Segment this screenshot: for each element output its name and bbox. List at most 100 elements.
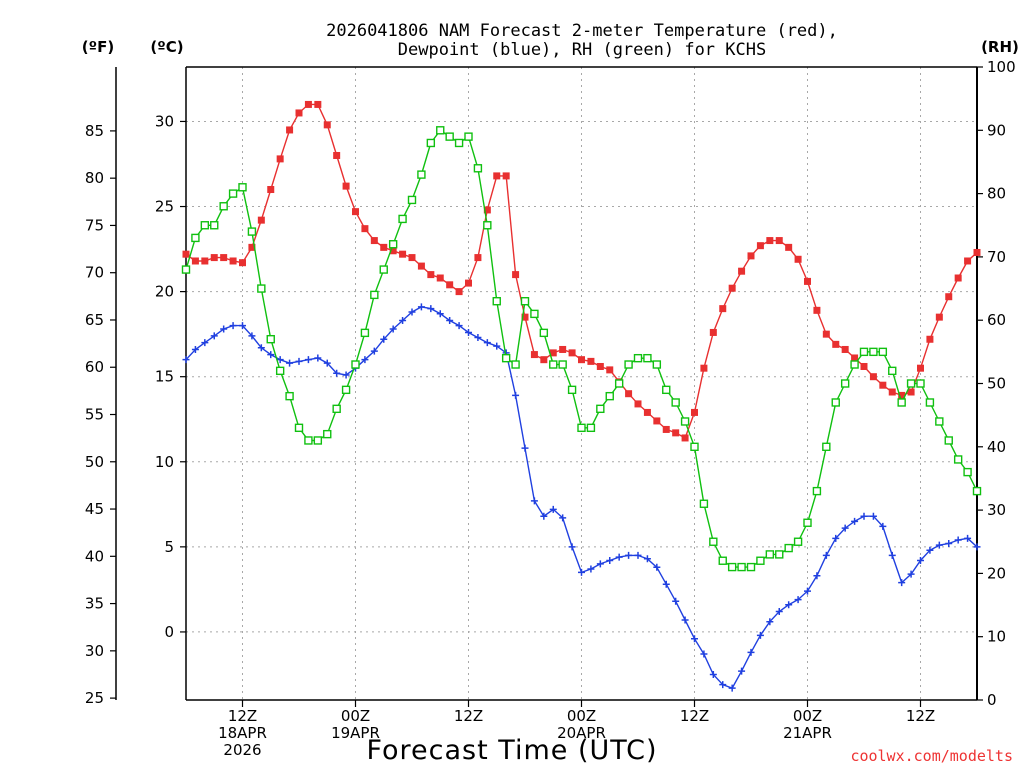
- 2-meter-temperature-point: [756, 242, 764, 250]
- rh-point: [313, 436, 323, 445]
- rh-point: [831, 398, 840, 407]
- celsius-tick-label: 10: [155, 453, 174, 471]
- dewpoint-point: [210, 332, 218, 340]
- dewpoint-point: [465, 328, 472, 336]
- rh-point: [690, 442, 699, 451]
- 2-meter-temperature-point: [860, 362, 868, 370]
- dewpoint-point: [182, 356, 190, 364]
- 2-meter-temperature-point: [964, 257, 972, 265]
- rh-point: [520, 297, 530, 306]
- dewpoint-point: [446, 317, 454, 325]
- 2-meter-temperature-point: [239, 259, 246, 267]
- fahrenheit-tick-label: 45: [85, 500, 104, 518]
- 2-meter-temperature-point: [530, 351, 538, 359]
- rh-point: [360, 328, 370, 338]
- rh-point: [765, 550, 775, 559]
- time-tick-label: 00Z: [793, 707, 822, 725]
- 2-meter-temperature-point: [417, 262, 425, 270]
- rh-point: [586, 423, 596, 433]
- fahrenheit-tick-label: 25: [85, 689, 104, 707]
- rh-point: [925, 398, 935, 407]
- dewpoint-point: [474, 334, 482, 342]
- 2-meter-temperature-point: [625, 390, 633, 398]
- credit-text: coolwx.com/modelts: [850, 747, 1013, 765]
- 2-meter-temperature-point: [681, 434, 689, 442]
- 2-meter-temperature-point: [314, 100, 322, 108]
- rh-point: [238, 183, 247, 192]
- celsius-tick-label: 5: [164, 538, 174, 556]
- rh-point: [445, 132, 454, 141]
- 2-meter-temperature-point: [483, 206, 491, 214]
- dewpoint-point: [436, 310, 444, 318]
- dewpoint-point: [286, 359, 294, 367]
- fahrenheit-tick-label: 85: [85, 122, 104, 140]
- fahrenheit-tick-label: 65: [85, 311, 104, 329]
- 2-meter-temperature-point: [370, 237, 378, 245]
- 2-meter-temperature-point: [323, 121, 331, 129]
- fahrenheit-tick-label: 60: [85, 358, 104, 376]
- dewpoint-point: [220, 325, 228, 333]
- rh-point: [803, 518, 812, 527]
- dewpoint-point: [408, 308, 416, 316]
- dewpoint-point: [691, 635, 698, 643]
- rh-point: [605, 391, 614, 401]
- rh-point: [454, 138, 464, 148]
- rh-point: [812, 486, 822, 496]
- dewpoint-point: [738, 667, 746, 675]
- rh-tick-label: 20: [987, 564, 1006, 582]
- dewpoint-point: [785, 601, 793, 609]
- 2-meter-temperature-point: [220, 254, 228, 262]
- rh-point: [511, 360, 520, 369]
- rh-point: [577, 423, 586, 433]
- rh-point: [916, 379, 925, 388]
- celsius-tick-label: 20: [155, 283, 174, 301]
- dewpoint-point: [643, 555, 651, 563]
- 2-meter-temperature-point: [257, 216, 265, 224]
- rh-point: [191, 233, 200, 243]
- rh-point: [567, 385, 577, 395]
- dewpoint-point: [662, 580, 670, 588]
- rh-tick-label: 0: [987, 691, 997, 709]
- dewpoint-point: [945, 539, 953, 547]
- rh-tick-label: 50: [987, 375, 1006, 393]
- 2-meter-temperature-point: [691, 408, 698, 416]
- rh-point: [351, 360, 360, 369]
- dewpoint-point: [342, 371, 350, 379]
- 2-meter-temperature-point: [606, 366, 614, 374]
- dewpoint-point: [239, 322, 246, 330]
- rh-point: [341, 385, 351, 395]
- dewpoint-point: [248, 332, 256, 340]
- rh-point: [530, 309, 539, 319]
- 2-meter-temperature-point: [804, 277, 811, 285]
- 2-meter-temperature-point: [719, 305, 727, 313]
- dewpoint-point: [229, 322, 237, 330]
- rh-point: [539, 328, 549, 338]
- dewpoint-point: [964, 534, 972, 542]
- 2-meter-temperature-point: [747, 252, 755, 260]
- dewpoint-point: [917, 556, 924, 564]
- fahrenheit-tick-label: 75: [85, 216, 104, 234]
- rh-point: [652, 360, 662, 369]
- rh-point: [671, 398, 680, 407]
- rh-point: [501, 353, 511, 363]
- 2-meter-temperature-point: [380, 243, 388, 251]
- celsius-axis-unit: (ºC): [150, 38, 183, 56]
- dewpoint-point: [898, 579, 906, 587]
- rh-point: [323, 429, 332, 439]
- rh-point: [718, 556, 727, 565]
- dewpoint-point: [417, 303, 425, 311]
- chart-title-line-1: 2026041806 NAM Forecast 2-meter Temperat…: [326, 21, 838, 41]
- rh-point: [275, 366, 285, 376]
- 2-meter-temperature-point: [596, 362, 604, 370]
- 2-meter-temperature-point: [465, 279, 472, 287]
- 2-meter-temperature-point: [182, 250, 190, 258]
- fahrenheit-axis-unit: (ºF): [82, 38, 114, 56]
- dewpoint-point: [822, 551, 830, 559]
- rh-point: [643, 353, 652, 363]
- dewpoint-point: [634, 551, 642, 559]
- fahrenheit-tick-label: 70: [85, 264, 104, 282]
- rh-tick-label: 30: [987, 501, 1006, 519]
- rh-point: [210, 221, 219, 230]
- dewpoint-point: [530, 497, 538, 505]
